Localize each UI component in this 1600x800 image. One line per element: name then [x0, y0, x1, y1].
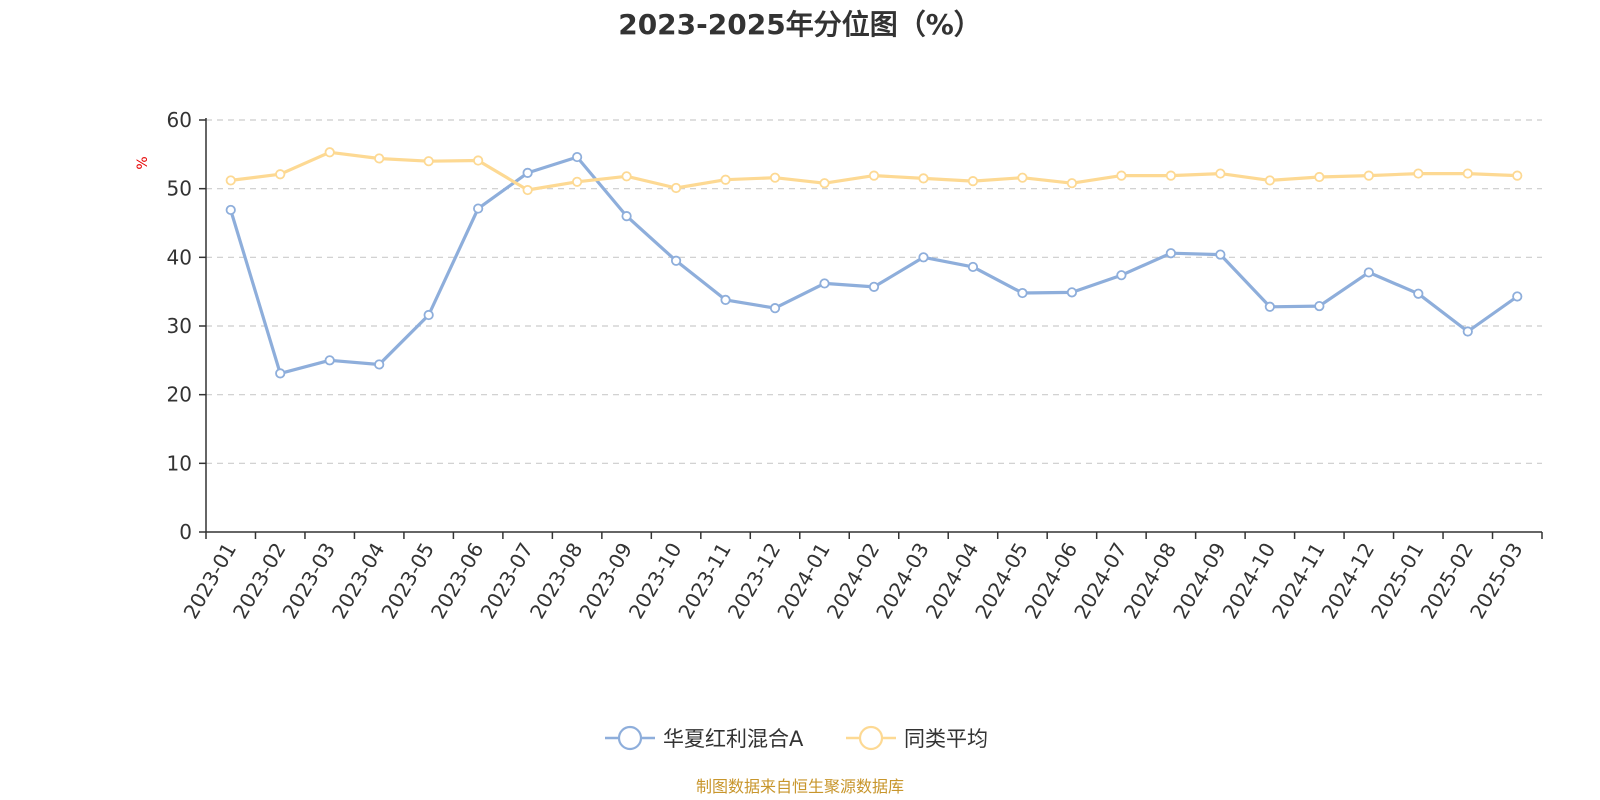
legend-swatch-marker-0 — [617, 725, 643, 751]
series-1-point-2023-12 — [769, 172, 781, 183]
series-1-point-2024-12 — [1363, 170, 1374, 181]
series-0-point-2024-06 — [1066, 287, 1078, 298]
series-0-point-2023-07 — [522, 167, 533, 178]
series-0-point-2024-08 — [1165, 248, 1176, 259]
series-0-point-2023-09 — [621, 211, 632, 222]
legend[interactable]: 华夏红利混合A 同类平均 — [605, 725, 988, 751]
series-1-point-2023-08 — [572, 176, 583, 187]
series-0-point-2023-11 — [720, 294, 731, 306]
series-1-point-2023-02 — [275, 169, 286, 180]
series-0-point-2023-06 — [473, 203, 484, 214]
series-0-point-2024-05 — [1017, 287, 1028, 299]
series-0-point-2024-07 — [1116, 270, 1127, 281]
legend-label-0: 华夏红利混合A — [663, 727, 804, 751]
series-0-point-2023-03 — [324, 355, 335, 366]
chart-title: 2023-2025年分位图（%） — [618, 8, 982, 41]
series-0-point-2023-05 — [423, 309, 434, 321]
series-1-point-2024-02 — [868, 170, 880, 181]
y-axis-label: % — [135, 156, 151, 169]
series-1-point-2023-11 — [720, 174, 731, 185]
series-1-point-2023-05 — [423, 156, 434, 167]
y-tick-label-20: 20 — [167, 383, 192, 407]
series-1-point-2023-03 — [324, 147, 335, 158]
series-1-point-2024-06 — [1066, 178, 1078, 189]
series-1-point-2025-03 — [1512, 170, 1523, 181]
legend-item-1[interactable]: 同类平均 — [846, 725, 988, 751]
series-1-point-2024-03 — [918, 173, 929, 184]
series — [225, 147, 1523, 379]
legend-swatch-marker-1 — [858, 725, 884, 751]
series-1 — [225, 147, 1523, 196]
series-1-point-2024-04 — [967, 176, 979, 187]
series-0-point-2024-03 — [918, 252, 929, 263]
series-1-point-2024-11 — [1314, 171, 1325, 183]
series-1-point-2025-02 — [1462, 168, 1473, 179]
series-1-point-2024-09 — [1215, 168, 1226, 179]
series-0-point-2023-02 — [275, 368, 286, 379]
source-note: 制图数据来自恒生聚源数据库 — [696, 777, 904, 796]
series-1-point-2023-07 — [522, 184, 533, 196]
legend-item-0[interactable]: 华夏红利混合A — [605, 725, 804, 751]
series-1-point-2024-05 — [1017, 172, 1028, 183]
y-tick-label-30: 30 — [167, 314, 192, 338]
legend-label-1: 同类平均 — [904, 727, 988, 751]
series-0-point-2025-01 — [1413, 288, 1424, 299]
series-0-point-2025-02 — [1462, 326, 1473, 337]
series-1-point-2024-07 — [1116, 170, 1127, 181]
series-0-point-2024-01 — [819, 278, 830, 289]
y-tick-label-50: 50 — [167, 177, 192, 201]
series-1-point-2024-01 — [819, 178, 830, 189]
grid-lines — [206, 119, 1542, 464]
series-0-point-2024-09 — [1215, 249, 1226, 260]
series-0-point-2025-03 — [1512, 291, 1523, 302]
series-1-point-2023-06 — [473, 155, 484, 166]
series-1-point-2023-10 — [670, 182, 682, 194]
series-0-point-2023-01 — [225, 204, 236, 216]
series-0-point-2024-11 — [1314, 300, 1325, 312]
series-0-point-2024-12 — [1363, 267, 1374, 278]
series-1-point-2024-10 — [1264, 175, 1275, 186]
series-1-point-2023-09 — [621, 171, 632, 182]
series-1-point-2025-01 — [1413, 168, 1424, 179]
y-tick-label-60: 60 — [167, 108, 192, 132]
series-1-point-2023-04 — [374, 153, 385, 164]
series-0-point-2024-10 — [1264, 301, 1275, 312]
series-0-point-2024-04 — [967, 261, 979, 273]
series-1-point-2024-08 — [1165, 170, 1176, 181]
series-0-point-2023-12 — [769, 303, 781, 314]
y-tick-label-0: 0 — [179, 520, 192, 544]
series-0-point-2023-10 — [670, 255, 682, 266]
series-1-point-2023-01 — [225, 175, 236, 186]
series-0-line — [229, 155, 1519, 375]
y-tick-label-40: 40 — [167, 245, 192, 269]
series-0 — [225, 151, 1523, 379]
y-tick-label-10: 10 — [167, 451, 192, 475]
series-0-point-2023-04 — [374, 359, 385, 370]
series-0-point-2024-02 — [868, 281, 880, 292]
series-0-point-2023-08 — [572, 151, 583, 163]
